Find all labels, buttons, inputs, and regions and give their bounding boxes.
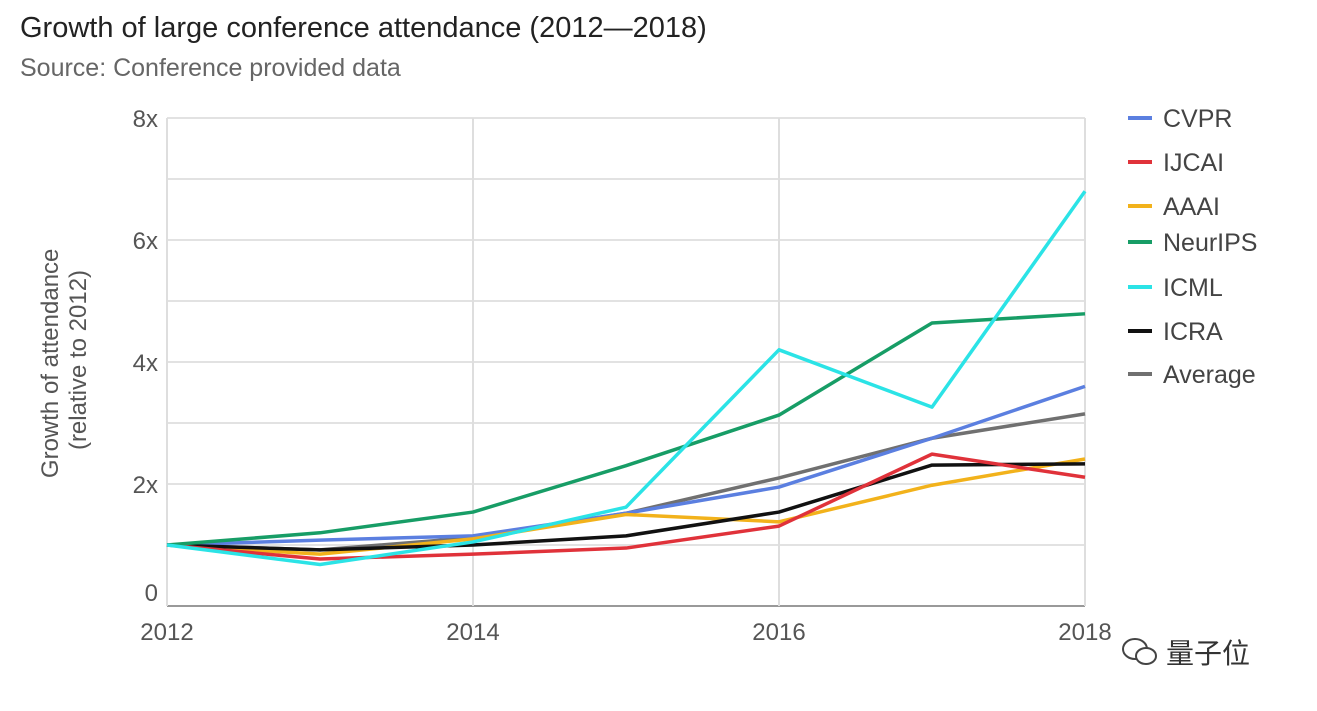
watermark: 量子位 — [1120, 632, 1250, 672]
series-line-icra — [166, 462, 1086, 552]
wechat-icon — [1122, 638, 1157, 665]
legend-item-aaai: AAAI — [1128, 193, 1220, 221]
x-tick-label: 2012 — [140, 619, 193, 646]
legend-label: IJCAI — [1163, 149, 1224, 177]
series-line-icml — [166, 190, 1087, 567]
x-tick-label: 2018 — [1058, 619, 1111, 646]
y-tick-label: 8x — [133, 106, 158, 133]
y-tick-label: 4x — [133, 350, 158, 377]
legend-label: CVPR — [1163, 105, 1232, 133]
y-axis-label-line2: (relative to 2012) — [65, 270, 92, 450]
legend-item-icra: ICRA — [1128, 318, 1223, 346]
legend-label: NeurIPS — [1163, 229, 1257, 257]
y-axis-label: Growth of attendance (relative to 2012) — [37, 242, 92, 478]
legend-item-ijcai: IJCAI — [1128, 149, 1224, 177]
series-line-aaai — [166, 457, 1086, 556]
y-tick-label: 0 — [145, 580, 158, 607]
x-tick-label: 2016 — [752, 619, 805, 646]
legend-label: Average — [1163, 361, 1256, 389]
watermark-text: 量子位 — [1166, 638, 1251, 669]
legend-label: ICML — [1163, 274, 1223, 302]
legend-item-neurips: NeurIPS — [1128, 229, 1257, 257]
legend-item-icml: ICML — [1128, 274, 1223, 302]
legend-item-cvpr: CVPR — [1128, 105, 1232, 133]
chart-subtitle: Source: Conference provided data — [20, 54, 401, 82]
legend-label: AAAI — [1163, 193, 1220, 221]
y-tick-label: 6x — [133, 228, 158, 255]
series-line-neurips — [166, 312, 1086, 547]
series-line-ijcai — [166, 452, 1086, 561]
legend-item-average: Average — [1128, 361, 1256, 389]
chart-title: Growth of large conference attendance (2… — [20, 12, 707, 44]
y-axis-label-line1: Growth of attendance — [37, 249, 64, 478]
legend-label: ICRA — [1163, 318, 1223, 346]
y-tick-label: 2x — [133, 472, 158, 499]
x-tick-label: 2014 — [446, 619, 499, 646]
